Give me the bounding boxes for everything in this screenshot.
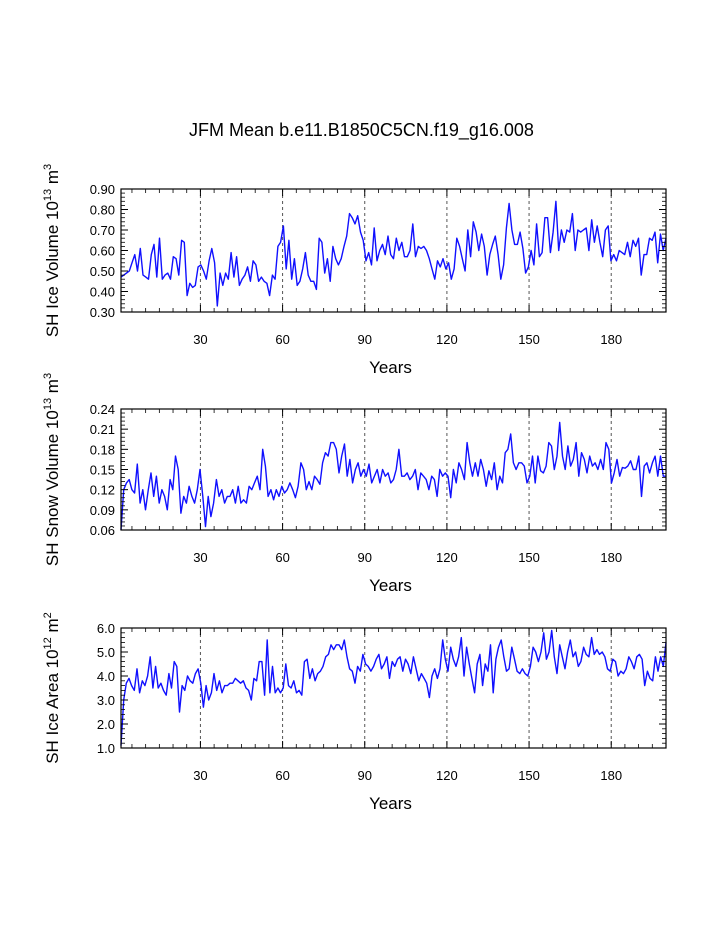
plot-frame xyxy=(120,408,667,531)
y-axis-label-text: m xyxy=(43,379,62,398)
series-line xyxy=(120,421,666,531)
chart-panel-1: 0.90 0.80 0.70 0.60 0.50 0.40 0.30 30 60 90 120 150… xyxy=(42,164,667,377)
y-axis-label-superscript: 3 xyxy=(42,164,54,170)
x-tick-label: 180 xyxy=(600,332,622,347)
series-line xyxy=(120,200,667,307)
x-axis-label: Years xyxy=(369,358,412,377)
y-axis-label: SH Snow Volume 1013 m3 xyxy=(42,373,62,566)
y-tick-label: 5.0 xyxy=(97,645,115,660)
y-tick-label: 0.70 xyxy=(90,223,115,238)
y-tick-label: 3.0 xyxy=(97,693,115,708)
y-axis-label-superscript: 2 xyxy=(42,612,54,618)
x-tick-label: 60 xyxy=(275,332,289,347)
y-tick-label: 1.0 xyxy=(97,741,115,756)
x-tick-label: 180 xyxy=(600,768,622,783)
page-title: JFM Mean b.e11.B1850C5CN.f19_g16.008 xyxy=(189,120,534,140)
x-tick-label: 60 xyxy=(275,550,289,565)
x-tick-label: 150 xyxy=(518,768,540,783)
y-tick-label: 0.24 xyxy=(90,402,115,417)
x-axis-label: Years xyxy=(369,576,412,595)
y-axis-label-superscript: 13 xyxy=(42,189,54,201)
x-tick-label: 120 xyxy=(436,550,458,565)
y-axis-label-superscript: 13 xyxy=(42,398,54,410)
y-axis-label-superscript: 12 xyxy=(42,637,54,649)
y-axis-label-text: m xyxy=(43,618,62,637)
chart-panel-3: 6.0 5.0 4.0 3.0 2.0 1.0 30 60 90 120 150 180 Years SH… xyxy=(42,612,667,813)
x-tick-label: 90 xyxy=(358,550,372,565)
x-tick-label: 90 xyxy=(358,768,372,783)
x-tick-label: 150 xyxy=(518,332,540,347)
y-tick-label: 0.15 xyxy=(90,463,115,478)
x-tick-label: 150 xyxy=(518,550,540,565)
y-tick-label: 0.12 xyxy=(90,483,115,498)
y-tick-label: 0.90 xyxy=(90,182,115,197)
y-tick-label: 6.0 xyxy=(97,621,115,636)
chart-panel-2: 0.24 0.21 0.18 0.15 0.12 0.09 0.06 30 60 90 120 150… xyxy=(42,373,667,595)
y-axis-label-superscript: 3 xyxy=(42,373,54,379)
y-tick-label: 0.30 xyxy=(90,305,115,320)
y-tick-label: 0.21 xyxy=(90,422,115,437)
y-axis-label-text: SH Ice Volume 10 xyxy=(43,201,62,337)
y-tick-label: 0.09 xyxy=(90,503,115,518)
y-tick-label: 0.06 xyxy=(90,523,115,538)
y-tick-label: 4.0 xyxy=(97,669,115,684)
x-tick-label: 30 xyxy=(193,332,207,347)
x-tick-label: 60 xyxy=(275,768,289,783)
series-line xyxy=(120,629,667,746)
x-axis-label: Years xyxy=(369,794,412,813)
x-tick-label: 180 xyxy=(600,550,622,565)
x-tick-label: 30 xyxy=(193,550,207,565)
y-tick-label: 0.80 xyxy=(90,203,115,218)
y-axis-label-text: m xyxy=(43,170,62,189)
y-tick-label: 2.0 xyxy=(97,717,115,732)
plot-frame xyxy=(120,188,667,313)
y-axis-label: SH Ice Volume 1013 m3 xyxy=(42,164,62,337)
x-tick-label: 30 xyxy=(193,768,207,783)
x-tick-label: 120 xyxy=(436,768,458,783)
y-axis-label-text: SH Ice Area 10 xyxy=(43,649,62,763)
y-tick-label: 0.50 xyxy=(90,264,115,279)
y-tick-label: 0.18 xyxy=(90,442,115,457)
plot-frame xyxy=(120,627,667,749)
x-tick-label: 120 xyxy=(436,332,458,347)
y-tick-label: 0.60 xyxy=(90,244,115,259)
y-axis-label: SH Ice Area 1012 m2 xyxy=(42,612,62,764)
y-tick-label: 0.40 xyxy=(90,285,115,300)
y-axis-label-text: SH Snow Volume 10 xyxy=(43,410,62,566)
x-tick-label: 90 xyxy=(358,332,372,347)
